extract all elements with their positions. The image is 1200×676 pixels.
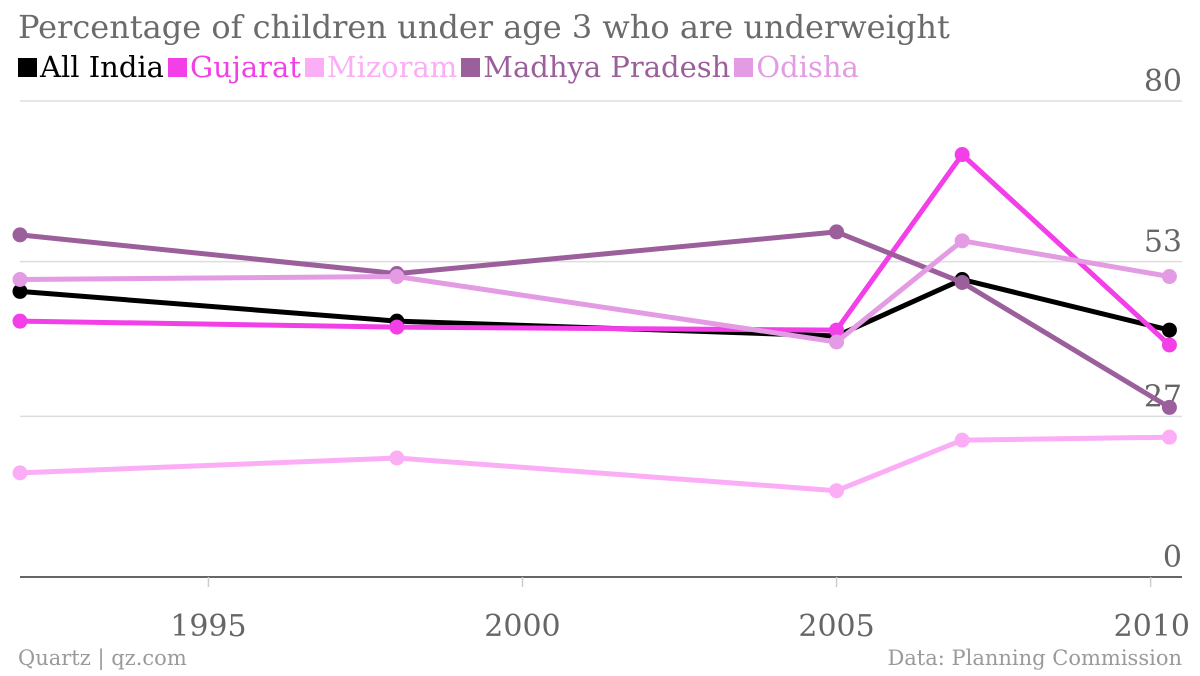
series-line-gujarat bbox=[17, 152, 1172, 348]
data-point-mizoram bbox=[829, 483, 845, 499]
data-point-gujarat bbox=[829, 322, 845, 338]
chart-title: Percentage of children under age 3 who a… bbox=[18, 8, 950, 46]
x-tick-label: 2005 bbox=[798, 609, 874, 644]
legend-swatch-madhya-pradesh bbox=[461, 57, 481, 77]
data-point-gujarat bbox=[1161, 337, 1177, 353]
data-point-mizoram bbox=[1161, 429, 1177, 445]
legend-label-odisha: Odisha bbox=[756, 50, 859, 84]
data-point-all-india bbox=[12, 283, 28, 299]
data-point-madhya-pradesh bbox=[1161, 399, 1177, 415]
data-point-madhya-pradesh bbox=[12, 227, 28, 243]
y-tick-label: 53 bbox=[1144, 225, 1182, 260]
legend-label-madhya-pradesh: Madhya Pradesh bbox=[483, 50, 731, 84]
legend-swatch-gujarat bbox=[167, 57, 187, 77]
legend-item-odisha: Odisha bbox=[734, 50, 859, 84]
series-line-mizoram bbox=[17, 434, 1172, 494]
legend-label-mizoram: Mizoram bbox=[326, 50, 458, 84]
x-tick-label: 2000 bbox=[484, 609, 560, 644]
legend-swatch-all-india bbox=[18, 57, 37, 77]
x-tick-label: 2010 bbox=[1114, 609, 1190, 644]
data-point-odisha bbox=[829, 334, 845, 350]
data-point-gujarat bbox=[12, 313, 28, 329]
data-point-mizoram bbox=[12, 465, 28, 481]
data-point-all-india bbox=[1161, 322, 1177, 338]
legend-label-all-india: All India bbox=[40, 50, 164, 84]
legend-item-mizoram: Mizoram bbox=[304, 50, 458, 84]
data-point-odisha bbox=[1161, 269, 1177, 285]
y-tick-label: 0 bbox=[1163, 540, 1182, 575]
data-point-mizoram bbox=[954, 432, 970, 448]
data-point-gujarat bbox=[954, 147, 970, 163]
data-point-mizoram bbox=[389, 450, 405, 466]
data-source: Data: Planning Commission bbox=[887, 646, 1182, 670]
y-tick-label: 80 bbox=[1144, 64, 1182, 99]
x-tick-label: 1995 bbox=[170, 609, 246, 644]
data-point-gujarat bbox=[389, 319, 405, 335]
chart-legend: All India Gujarat Mizoram Madhya Pradesh… bbox=[18, 50, 863, 84]
series-line-madhya-pradesh bbox=[17, 229, 1172, 410]
legend-item-madhya-pradesh: Madhya Pradesh bbox=[461, 50, 730, 84]
data-point-madhya-pradesh bbox=[954, 274, 970, 290]
data-point-odisha bbox=[12, 272, 28, 287]
data-point-odisha bbox=[389, 269, 405, 285]
legend-item-gujarat: Gujarat bbox=[167, 50, 301, 84]
legend-item-all-india: All India bbox=[18, 50, 164, 84]
legend-label-gujarat: Gujarat bbox=[189, 50, 301, 84]
legend-swatch-mizoram bbox=[304, 57, 324, 77]
data-point-madhya-pradesh bbox=[829, 224, 845, 240]
source-credit: Quartz | qz.com bbox=[18, 646, 187, 670]
data-point-odisha bbox=[954, 233, 970, 249]
legend-swatch-odisha bbox=[734, 57, 754, 77]
